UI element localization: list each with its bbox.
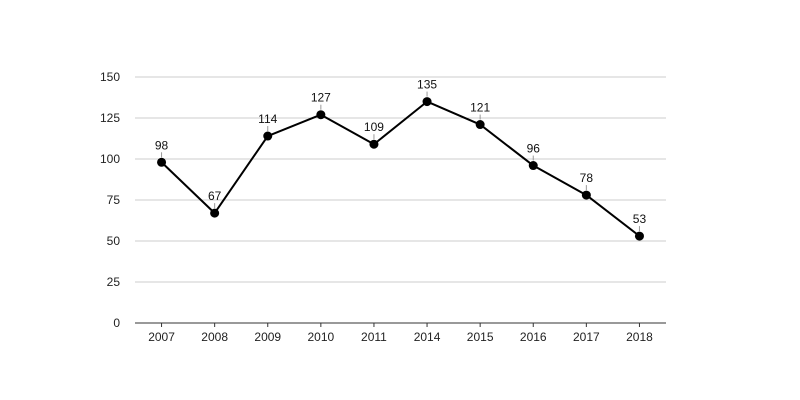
data-point bbox=[316, 110, 326, 120]
x-tick-label: 2008 bbox=[201, 330, 228, 344]
data-label: 78 bbox=[580, 171, 594, 185]
data-point bbox=[157, 157, 167, 167]
series-line bbox=[160, 100, 641, 237]
x-tick-label: 2015 bbox=[467, 330, 494, 344]
y-tick-label: 150 bbox=[100, 70, 120, 84]
data-label: 96 bbox=[527, 142, 541, 156]
x-axis: 2007 2008 2009 2010 2011 2014 2015 2016 2017 2018 bbox=[135, 322, 666, 344]
data-point bbox=[528, 161, 538, 171]
data-label: 127 bbox=[311, 91, 331, 105]
data-point bbox=[634, 231, 644, 241]
data-label: 109 bbox=[364, 120, 384, 134]
data-label: 135 bbox=[417, 78, 437, 92]
x-tick-label: 2014 bbox=[414, 330, 441, 344]
y-tick-label: 0 bbox=[113, 316, 120, 330]
data-point bbox=[422, 97, 432, 107]
data-point bbox=[581, 190, 591, 200]
data-label: 121 bbox=[470, 101, 490, 115]
y-tick-label: 125 bbox=[100, 111, 120, 125]
y-tick-label: 100 bbox=[100, 152, 120, 166]
y-tick-label: 25 bbox=[107, 275, 121, 289]
data-label: 67 bbox=[208, 189, 222, 203]
y-tick-label: 50 bbox=[107, 234, 121, 248]
series-group: 98 67 114 127 109 135 121 96 78 53 bbox=[155, 78, 647, 241]
data-point bbox=[475, 120, 485, 130]
x-tick-label: 2016 bbox=[520, 330, 547, 344]
data-label: 114 bbox=[258, 112, 277, 126]
x-tick-label: 2017 bbox=[573, 330, 600, 344]
x-tick-label: 2009 bbox=[254, 330, 281, 344]
y-tick-label: 75 bbox=[107, 193, 121, 207]
x-tick-label: 2010 bbox=[307, 330, 334, 344]
x-tick-label: 2007 bbox=[148, 330, 175, 344]
data-point bbox=[210, 208, 220, 218]
data-point bbox=[369, 139, 379, 149]
y-axis: 0 25 50 75 100 125 150 bbox=[100, 70, 120, 330]
x-tick-label: 2018 bbox=[626, 330, 653, 344]
x-tick-label: 2011 bbox=[361, 330, 387, 344]
data-label: 53 bbox=[633, 212, 647, 226]
data-label: 98 bbox=[155, 138, 169, 152]
data-point bbox=[263, 131, 273, 141]
